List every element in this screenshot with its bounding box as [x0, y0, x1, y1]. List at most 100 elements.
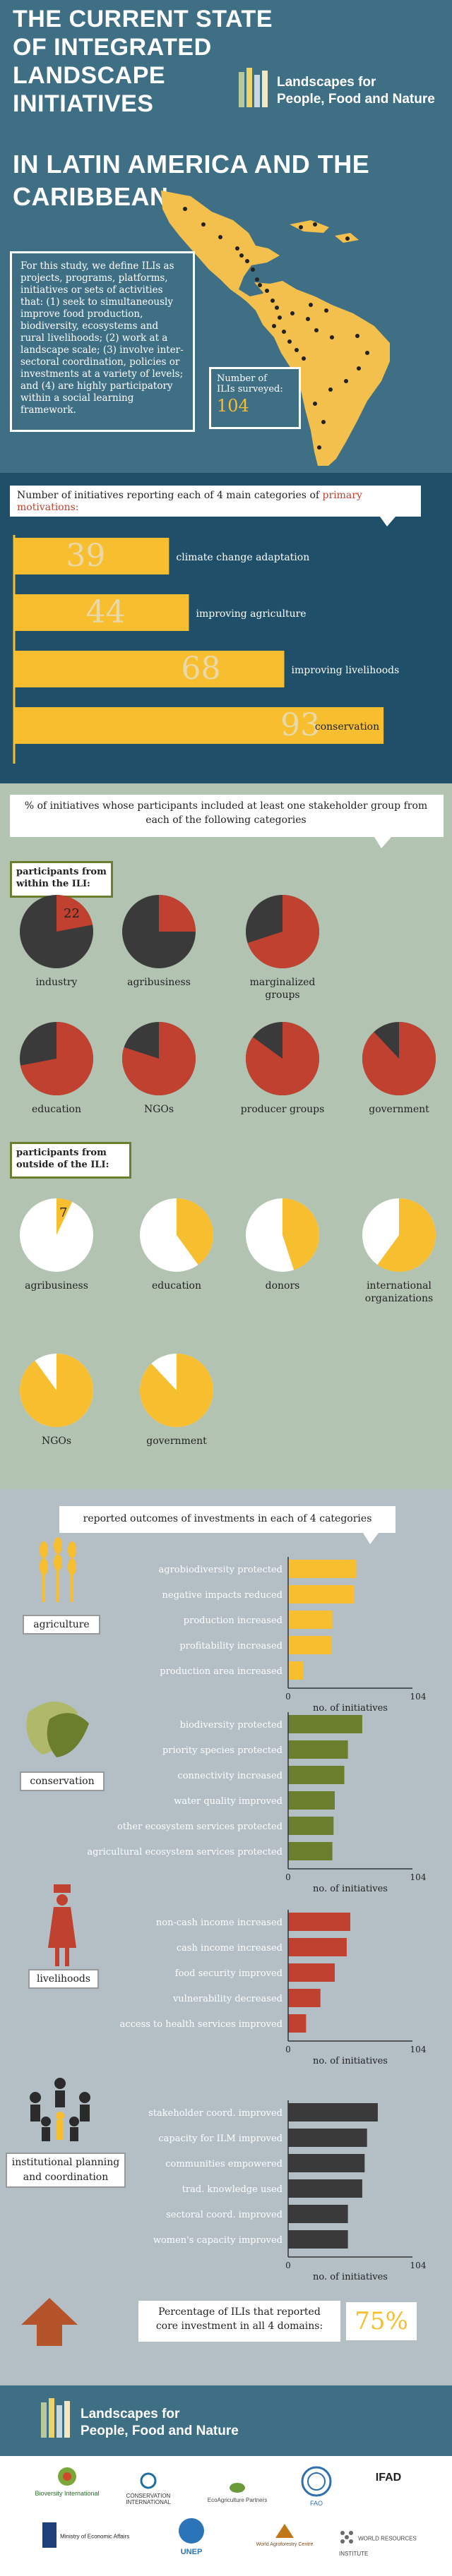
within-pie-label-2-b: groups [265, 989, 299, 1001]
within-label: participants from within the ILI: [16, 867, 107, 889]
outcome-axis-max-0: 104 [410, 1692, 427, 1702]
surveyed-label-1: Number of [217, 373, 268, 384]
partner-ecoagriculture: EcoAgriculture Partners [195, 2481, 280, 2503]
within-pie-label-2: marginalized [250, 977, 316, 988]
partner-bioversity-name: Bioversity International [35, 2490, 100, 2497]
agriculture-label-box: agriculture [23, 1615, 100, 1635]
footer-logo-line2: People, Food and Nature [81, 2424, 239, 2438]
conservation-label: conservation [30, 1776, 95, 1787]
outcome-bar-2-1 [288, 1938, 347, 1956]
motivation-label-3: conservation [315, 721, 379, 733]
motivations-heading-text: Number of initiatives reporting each of … [17, 490, 323, 501]
outside-pie-3 [362, 1198, 436, 1272]
within-pie-2 [246, 895, 319, 968]
outside-pie-4 [19, 1354, 93, 1427]
motivation-value-2: 68 [182, 651, 221, 687]
outcome-label-2-4: access to health services improved [120, 2019, 282, 2030]
outcome-bar-0-0 [288, 1560, 357, 1578]
outcome-axis-max-1: 104 [410, 1872, 427, 1882]
definition-text: For this study, we define ILIs as projec… [20, 260, 184, 416]
outside-pie-4-slice [19, 1354, 93, 1427]
header-logo-line1: Landscapes for [277, 75, 376, 90]
within-pie-6-slice [362, 1022, 436, 1095]
header-logo-line2: People, Food and Nature [277, 92, 435, 107]
outcomes-bar-charts: agrobiodiversity protected negative impac… [87, 1557, 427, 2282]
within-pie-3 [20, 1022, 94, 1095]
partner-ci-name: CONSERVATION INTERNATIONAL [126, 2493, 171, 2505]
outcome-axis-max-3: 104 [410, 2261, 427, 2270]
core-investment-label-1: Percentage of ILIs that reported [158, 2306, 321, 2318]
outcome-label-2-1: cash income increased [177, 1943, 282, 1954]
within-pie-label-3: education [32, 1104, 81, 1115]
livelihoods-label: livelihoods [36, 1973, 91, 1985]
latin-america-map [161, 191, 390, 466]
outcome-label-2-3: vulnerability decreased [172, 1994, 282, 2004]
outcome-label-3-4: sectoral coord. improved [166, 2210, 282, 2220]
motivation-bar-2 [14, 651, 285, 687]
surveyed-label-2: ILIs surveyed: [217, 384, 283, 395]
leaf-icon [26, 1702, 89, 1757]
partner-ministry: Ministry of Economic Affairs [42, 2522, 134, 2548]
outcome-axis-label-0: no. of initiatives [313, 1703, 388, 1714]
ministry-logo-icon [42, 2522, 56, 2548]
outcomes-heading: reported outcomes of investments in each… [83, 1513, 372, 1524]
outcome-bar-0-1 [288, 1585, 355, 1603]
motivations-speech-bubble [10, 486, 421, 526]
within-pie-3-slice [20, 1022, 94, 1095]
outcome-label-2-2: food security improved [175, 1968, 282, 1979]
outside-pie-0 [20, 1198, 93, 1272]
wheat-icon [40, 1537, 76, 1602]
people-circle-icon [30, 2078, 90, 2141]
partner-bioversity: Bioversity International [28, 2466, 106, 2497]
motivation-value-0: 39 [66, 538, 105, 574]
outside-pie-3-slice [377, 1198, 436, 1272]
outcome-bar-2-2 [288, 1963, 335, 1982]
within-pie-2-slice [247, 895, 319, 968]
outcome-bar-3-2 [288, 2154, 365, 2172]
outcome-bar-1-5 [288, 1842, 333, 1860]
footer-landscapes-logo-icon [41, 2398, 70, 2438]
outcome-label-1-1: priority species protected [162, 1745, 282, 1756]
within-pie-label-4: NGOs [144, 1104, 174, 1115]
outcome-axis-min-3: 0 [285, 2261, 291, 2270]
outcome-bar-0-3 [288, 1636, 331, 1654]
outcome-label-0-4: production area increased [160, 1666, 282, 1677]
outcome-bar-0-2 [288, 1611, 333, 1629]
within-pie-6 [362, 1022, 436, 1095]
title-line-5: IN LATIN AMERICA AND THE [13, 150, 370, 179]
outside-pie-0-slice [56, 1198, 73, 1235]
within-pie-label-6: government [369, 1104, 429, 1115]
wri-logo-icon [340, 2531, 353, 2544]
outside-pie-5 [140, 1354, 213, 1427]
outcome-label-3-1: capacity for ILM improved [158, 2133, 282, 2144]
header-logo: Landscapes for People, Food and Nature [239, 65, 444, 121]
outside-pie-1-slice [177, 1198, 214, 1265]
title-line-2: OF INTEGRATED [13, 34, 212, 61]
partner-wri-name: WORLD RESOURCES INSTITUTE [339, 2535, 417, 2558]
within-pie-label-1: agribusiness [127, 977, 191, 988]
within-pie-4-slice [122, 1022, 196, 1095]
outcome-axis-label-1: no. of initiatives [313, 1884, 388, 1894]
motivations-section: Number of initiatives reporting each of … [0, 473, 452, 783]
within-pie-label-0: industry [36, 977, 78, 988]
outcome-bar-3-1 [288, 2129, 367, 2147]
motivation-value-1: 44 [86, 594, 126, 630]
participants-speech-bubble [10, 795, 444, 848]
outcomes-speech-bubble [59, 1506, 396, 1544]
motivations-chart: 39 climate change adaptation 44 improving a… [13, 535, 399, 764]
within-pie-1-slice [159, 895, 196, 932]
institutional-label: institutional planning and coordination [11, 2157, 120, 2183]
partner-fao-name: FAO [309, 2500, 323, 2507]
partner-fao: FAO [295, 2466, 338, 2507]
outcome-bar-1-1 [288, 1740, 348, 1759]
title-line-1: THE CURRENT STATE [13, 6, 273, 32]
core-investment-value: 75% [355, 2307, 408, 2335]
outcome-label-3-3: trad. knowledge used [182, 2184, 282, 2195]
footer-partners: Bioversity International CONSERVATION IN… [0, 2456, 452, 2576]
ci-logo-icon [140, 2472, 157, 2489]
outside-pie-1 [140, 1198, 214, 1272]
partner-ifad-name: IFAD [375, 2472, 402, 2484]
outside-pie-label-3-b: organizations [365, 1293, 433, 1304]
outcome-bar-2-3 [288, 1989, 321, 2007]
partner-ministry-name: Ministry of Economic Affairs [60, 2533, 130, 2540]
